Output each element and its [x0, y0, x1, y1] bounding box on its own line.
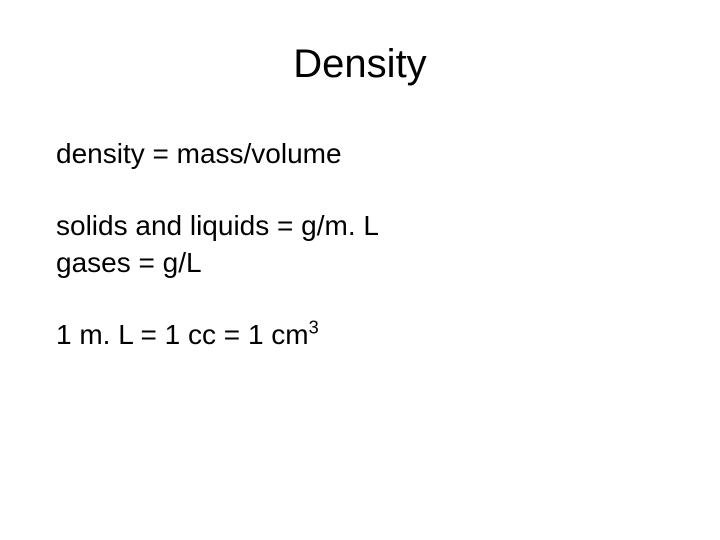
conversion-superscript: 3: [309, 318, 319, 338]
page-title: Density: [0, 42, 720, 87]
conversion-prefix: 1 m. L = 1 cc = 1 cm: [56, 319, 309, 350]
solids-liquids-line: solids and liquids = g/m. L: [56, 208, 379, 244]
content-area: density = mass/volume solids and liquids…: [56, 136, 379, 390]
formula-line: density = mass/volume: [56, 136, 379, 172]
conversion-line: 1 m. L = 1 cc = 1 cm3: [56, 317, 379, 353]
gases-line: gases = g/L: [56, 245, 379, 281]
units-block: solids and liquids = g/m. L gases = g/L: [56, 208, 379, 281]
